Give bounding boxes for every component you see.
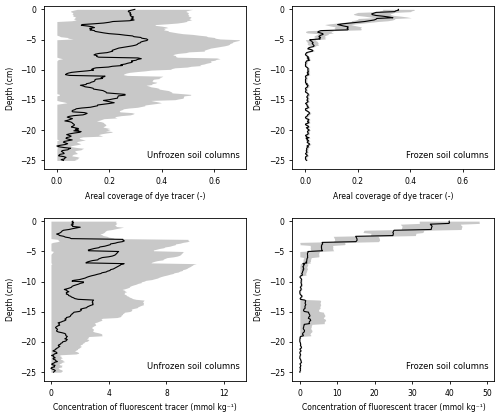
X-axis label: Areal coverage of dye tracer (-): Areal coverage of dye tracer (-) — [333, 192, 454, 201]
Text: Unfrozen soil columns: Unfrozen soil columns — [147, 362, 240, 372]
Text: Frozen soil columns: Frozen soil columns — [406, 150, 488, 160]
Y-axis label: Depth (cm): Depth (cm) — [6, 66, 15, 110]
Y-axis label: Depth (cm): Depth (cm) — [6, 278, 15, 321]
X-axis label: Areal coverage of dye tracer (-): Areal coverage of dye tracer (-) — [84, 192, 205, 201]
Y-axis label: Depth (cm): Depth (cm) — [254, 278, 263, 321]
Y-axis label: Depth (cm): Depth (cm) — [254, 66, 263, 110]
Text: Frozen soil columns: Frozen soil columns — [406, 362, 488, 372]
X-axis label: Concentration of fluorescent tracer (mmol kg⁻¹): Concentration of fluorescent tracer (mmo… — [302, 403, 486, 413]
X-axis label: Concentration of fluorescent tracer (mmol kg⁻¹): Concentration of fluorescent tracer (mmo… — [53, 403, 236, 413]
Text: Unfrozen soil columns: Unfrozen soil columns — [147, 150, 240, 160]
